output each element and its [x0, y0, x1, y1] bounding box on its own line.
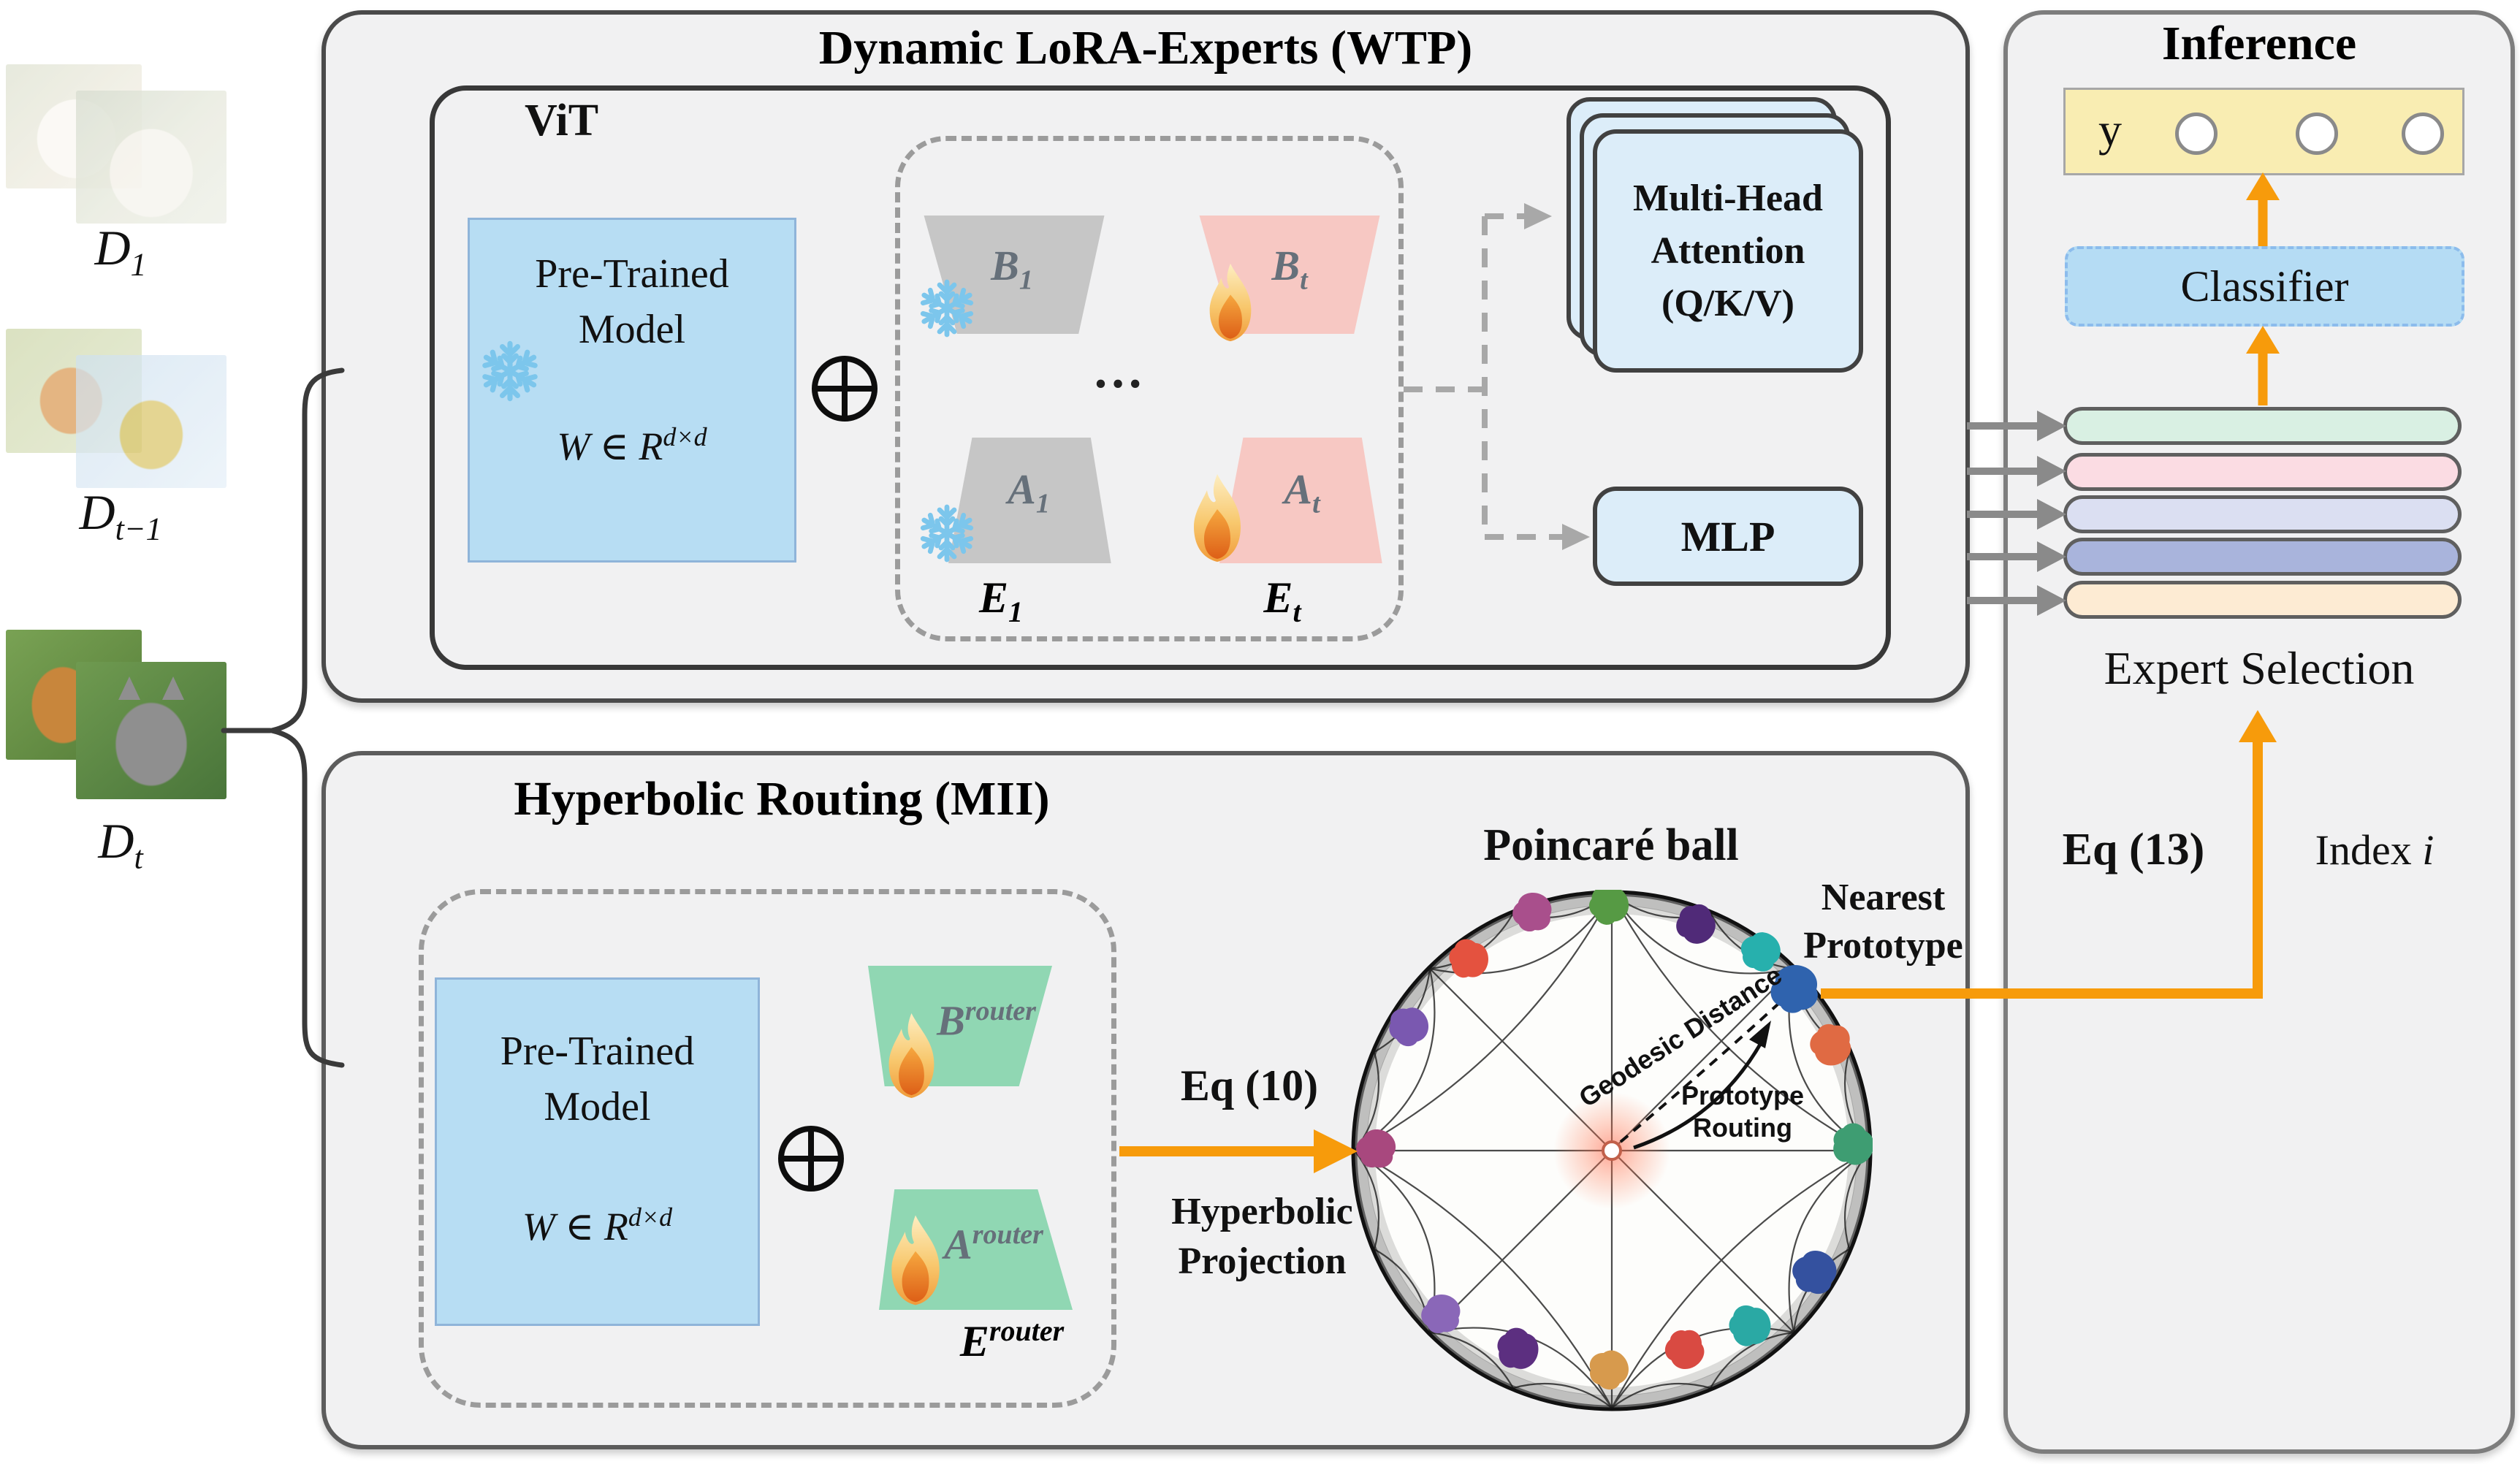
prototype-routing-label: Prototype Routing	[1680, 1080, 1804, 1143]
snowflake-icon	[915, 501, 979, 565]
wtp-pretrained-line2: Model	[578, 307, 686, 352]
dataset-dt-images	[6, 630, 227, 799]
mii-pretrained-line1: Pre-Trained	[500, 1029, 695, 1074]
expert-bar	[2063, 581, 2462, 619]
flame-icon	[1202, 252, 1259, 353]
lora-a1-label: A1	[1008, 465, 1050, 519]
dataset-dt1-label: Dt−1	[79, 484, 162, 547]
mlp-box: MLP	[1593, 487, 1863, 586]
classifier-box: Classifier	[2065, 246, 2464, 327]
output-y-label: y	[2098, 104, 2122, 156]
vit-label: ViT	[525, 96, 599, 145]
output-y-box: y	[2063, 88, 2464, 175]
dataset-dt1-images	[6, 329, 227, 488]
output-node	[2296, 113, 2338, 155]
prototype-routing-arrow	[1633, 1034, 1767, 1150]
expert-bar	[2063, 453, 2462, 491]
expert-bar	[2063, 538, 2462, 576]
dataset-dt-label: Dt	[98, 813, 143, 876]
poincare-ball-title: Poincaré ball	[1483, 820, 1739, 870]
expert-e1-label: E1	[978, 573, 1024, 628]
wtp-title: Dynamic LoRA-Experts (WTP)	[818, 21, 1473, 75]
dataset-d1-images	[6, 64, 227, 224]
lora-b1-label: B1	[991, 242, 1033, 296]
ellipsis-label: …	[1092, 343, 1148, 399]
lora-experts-group	[895, 136, 1404, 641]
router-group	[419, 889, 1116, 1408]
mha-line2: Attention	[1651, 229, 1805, 272]
inference-panel	[2003, 10, 2515, 1454]
dataset-dt-photo-front	[76, 662, 227, 799]
mii-pretrained-formula: W ∈ Rd×d	[522, 1202, 673, 1248]
wtp-pretrained-line1: Pre-Trained	[535, 251, 729, 297]
hyperbolic-projection-label: Hyperbolic Projection	[1171, 1191, 1353, 1282]
mlp-label: MLP	[1680, 513, 1775, 560]
eq13-label: Eq (13)	[2062, 825, 2205, 874]
cat-ear-icon	[118, 676, 140, 700]
output-node	[2175, 113, 2218, 155]
lora-a1-trapezoid	[948, 438, 1111, 563]
flame-icon	[1185, 460, 1249, 576]
expert-selection-label: Expert Selection	[2104, 642, 2415, 694]
snowflake-icon	[915, 276, 979, 340]
output-node	[2402, 113, 2444, 155]
expert-et-label: Et	[1263, 573, 1301, 628]
router-e-label: Erouter	[959, 1314, 1065, 1365]
oplus-icon	[812, 356, 878, 422]
router-b-label: Brouter	[937, 996, 1036, 1045]
classifier-label: Classifier	[2180, 262, 2349, 310]
oplus-icon	[778, 1126, 844, 1192]
wtp-pretrained-formula: W ∈ Rd×d	[557, 422, 707, 468]
lora-at-label: At	[1284, 465, 1320, 519]
mha-line1: Multi-Head	[1633, 177, 1823, 219]
index-i-label: Index i	[2315, 826, 2435, 874]
inference-title: Inference	[2161, 17, 2357, 70]
router-a-label: Arouter	[944, 1219, 1043, 1268]
mha-line3: (Q/K/V)	[1661, 282, 1794, 324]
mii-title: Hyperbolic Routing (MII)	[514, 772, 1050, 826]
mii-pretrained-line2: Model	[544, 1084, 651, 1129]
dataset-d1-photo-front	[76, 91, 227, 224]
dataset-dt1-photo-front	[76, 355, 227, 488]
expert-bar	[2063, 407, 2462, 445]
mii-pretrained-box: Pre-Trained Model W ∈ Rd×d	[435, 977, 760, 1326]
flame-icon	[883, 1202, 948, 1319]
cat-ear-icon	[162, 676, 184, 700]
wtp-pretrained-box: Pre-Trained Model W ∈ Rd×d	[468, 218, 796, 563]
flame-icon	[880, 1001, 943, 1110]
eq10-label: Eq (10)	[1180, 1061, 1319, 1110]
lora-at-trapezoid	[1219, 438, 1382, 563]
snowflake-icon	[476, 338, 544, 405]
lora-bt-label: Bt	[1271, 242, 1308, 296]
expert-bar	[2063, 495, 2462, 533]
nearest-prototype-label: Nearest Prototype	[1803, 877, 1963, 967]
poincare-ball	[1351, 890, 1873, 1411]
dataset-d1-label: D1	[94, 220, 147, 283]
mha-box: Multi-Head Attention (Q/K/V)	[1593, 129, 1863, 373]
